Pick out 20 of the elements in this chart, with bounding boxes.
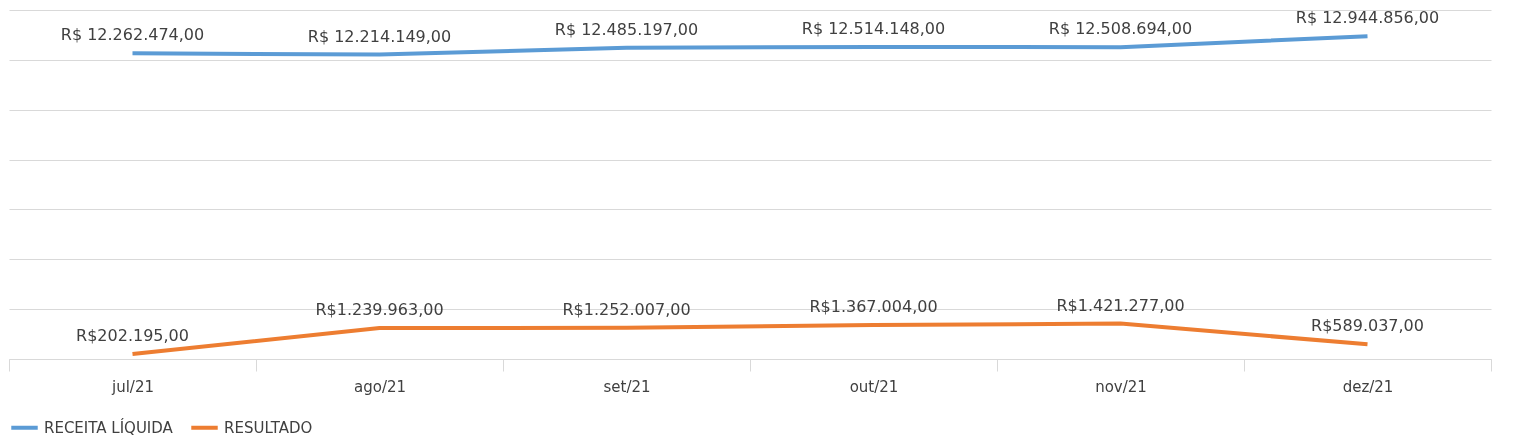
data-label: R$589.037,00 xyxy=(1311,316,1424,336)
data-label: R$1.421.277,00 xyxy=(1056,295,1185,315)
x-tick-label: nov/21 xyxy=(1095,377,1147,396)
x-tick-label: jul/21 xyxy=(111,377,154,396)
x-tick-label: set/21 xyxy=(603,377,651,396)
data-label: R$ 12.485.197,00 xyxy=(554,19,699,39)
legend-label: RECEITA LÍQUIDA xyxy=(44,417,174,437)
data-label: R$ 12.944.856,00 xyxy=(1295,8,1440,28)
data-label: R$1.252.007,00 xyxy=(562,299,691,319)
data-label: R$1.367.004,00 xyxy=(809,296,938,316)
legend-label: RESULTADO xyxy=(224,418,313,437)
x-tick-label: dez/21 xyxy=(1342,377,1394,396)
data-label: R$ 12.508.694,00 xyxy=(1048,19,1193,39)
data-label: R$ 12.514.148,00 xyxy=(801,19,946,39)
data-label: R$ 12.214.149,00 xyxy=(307,26,452,46)
data-label: R$202.195,00 xyxy=(76,325,189,345)
x-tick-label: ago/21 xyxy=(353,377,407,396)
x-tick-label: out/21 xyxy=(849,377,899,396)
data-label: R$1.239.963,00 xyxy=(315,300,444,320)
data-label: R$ 12.262.474,00 xyxy=(60,25,205,45)
